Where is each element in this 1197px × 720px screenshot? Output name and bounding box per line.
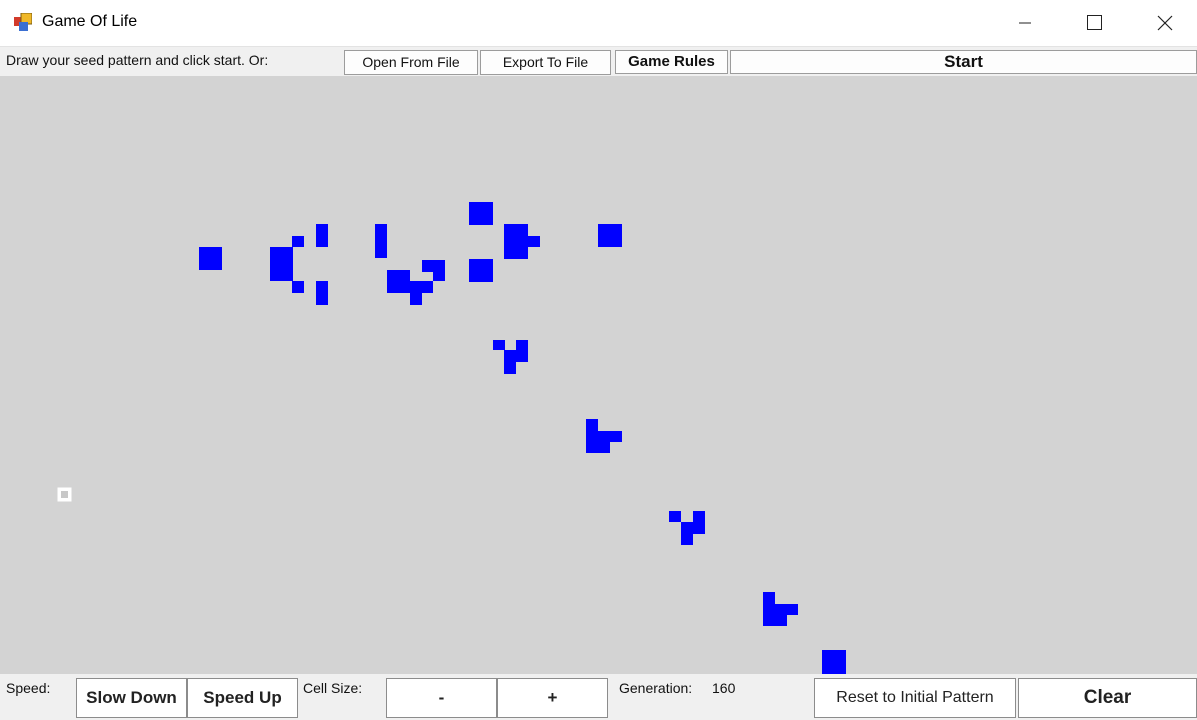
live-cell[interactable] (292, 281, 304, 293)
game-grid-canvas[interactable] (0, 76, 1197, 674)
live-cell[interactable] (493, 340, 505, 350)
live-cell[interactable] (292, 236, 304, 247)
cell-size-label: Cell Size: (303, 680, 363, 696)
cell-size-increase-button[interactable]: + (497, 678, 608, 718)
game-rules-button[interactable]: Game Rules (615, 50, 728, 74)
speed-up-button[interactable]: Speed Up (187, 678, 298, 718)
live-cell[interactable] (270, 247, 293, 281)
instruction-label: Draw your seed pattern and click start. … (6, 52, 269, 68)
open-from-file-button[interactable]: Open From File (344, 50, 478, 75)
live-cell[interactable] (504, 224, 528, 259)
live-cell[interactable] (504, 350, 516, 374)
start-button[interactable]: Start (730, 50, 1197, 74)
minimize-icon (1019, 22, 1031, 24)
speed-label: Speed: (6, 680, 51, 696)
title-bar: Game Of Life (0, 0, 1197, 46)
generation-label: Generation: (619, 680, 693, 696)
app-window-icon (14, 13, 32, 31)
live-cell[interactable] (199, 247, 222, 270)
live-cell[interactable] (469, 202, 493, 225)
live-cell[interactable] (681, 522, 693, 545)
live-cell[interactable] (586, 419, 598, 431)
reset-to-initial-pattern-button[interactable]: Reset to Initial Pattern (814, 678, 1016, 718)
live-cell[interactable] (528, 236, 540, 247)
minimize-button[interactable] (1002, 0, 1048, 46)
close-icon (1157, 15, 1173, 31)
live-cell[interactable] (375, 224, 387, 258)
live-cell[interactable] (316, 224, 328, 247)
live-cell[interactable] (433, 270, 445, 281)
generation-count: 160 (712, 680, 736, 696)
close-button[interactable] (1142, 0, 1188, 46)
live-cell[interactable] (598, 224, 622, 247)
live-cell[interactable] (422, 260, 445, 272)
cell-cursor-icon (57, 487, 72, 502)
live-cell[interactable] (469, 259, 493, 282)
maximize-icon (1087, 15, 1102, 30)
live-cell[interactable] (410, 281, 433, 293)
window-title: Game Of Life (42, 13, 138, 30)
live-cell[interactable] (763, 592, 775, 604)
live-cell[interactable] (669, 511, 681, 522)
export-to-file-button[interactable]: Export To File (480, 50, 611, 75)
live-cell[interactable] (387, 270, 410, 293)
live-cell[interactable] (822, 650, 846, 674)
live-cell[interactable] (516, 340, 528, 362)
live-cell[interactable] (763, 604, 798, 615)
bottom-controls-bar: Speed: Slow Down Speed Up Cell Size: - +… (0, 674, 1197, 720)
cell-size-decrease-button[interactable]: - (386, 678, 497, 718)
live-cell[interactable] (410, 293, 422, 305)
slow-down-button[interactable]: Slow Down (76, 678, 187, 718)
live-cell[interactable] (316, 281, 328, 305)
live-cell[interactable] (598, 431, 622, 442)
maximize-button[interactable] (1071, 0, 1117, 46)
live-cell[interactable] (693, 511, 705, 534)
live-cell[interactable] (763, 615, 787, 626)
top-toolbar: Draw your seed pattern and click start. … (0, 46, 1197, 77)
clear-button[interactable]: Clear (1018, 678, 1197, 718)
